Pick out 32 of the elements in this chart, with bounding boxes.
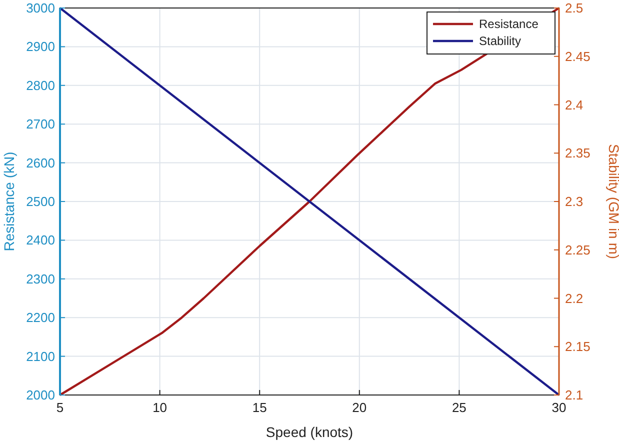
x-tick-label: 20 xyxy=(352,400,367,415)
y-tick-label: 2600 xyxy=(26,155,55,170)
y2-tick-label: 2.3 xyxy=(565,194,584,209)
y-tick-label: 3000 xyxy=(26,0,55,16)
x-tick-label: 5 xyxy=(56,400,64,415)
y-tick-label: 2000 xyxy=(26,388,55,402)
y-tick-label: 2300 xyxy=(26,271,55,286)
x-tick-label: 30 xyxy=(552,400,566,415)
y-tick-label: 2400 xyxy=(26,232,55,248)
y2-tick-label: 2.4 xyxy=(565,97,584,112)
line-series xyxy=(58,6,560,396)
x-tick-label: 15 xyxy=(252,400,267,415)
legend-label: Stability xyxy=(479,34,522,48)
y2-tick-label: 2.1 xyxy=(565,388,584,402)
y2-tick-label: 2.2 xyxy=(565,290,584,306)
y-tick-label: 2500 xyxy=(26,194,55,209)
legend-label: Resistance xyxy=(479,17,539,31)
x-tick-label: 10 xyxy=(152,400,168,415)
y2-tick-label: 2.5 xyxy=(565,0,584,16)
x-tick-label: 25 xyxy=(452,400,466,415)
y2-tick-label: 2.35 xyxy=(565,146,590,161)
y-tick-label: 2700 xyxy=(26,116,55,132)
x-axis-title: Speed (knots) xyxy=(266,424,354,440)
y-axis-title: Resistance (kN) xyxy=(1,152,17,252)
y-tick-label: 2200 xyxy=(26,310,55,326)
y2-tick-label: 2.15 xyxy=(565,339,590,354)
y-tick-label: 2100 xyxy=(26,348,55,364)
y2-axis-title: Stability (GM in m) xyxy=(606,144,619,260)
y2-tick-label: 2.25 xyxy=(565,242,590,258)
y-tick-label: 2800 xyxy=(26,78,55,93)
y-tick-label: 2900 xyxy=(26,39,55,54)
y2-tick-label: 2.45 xyxy=(565,48,590,64)
